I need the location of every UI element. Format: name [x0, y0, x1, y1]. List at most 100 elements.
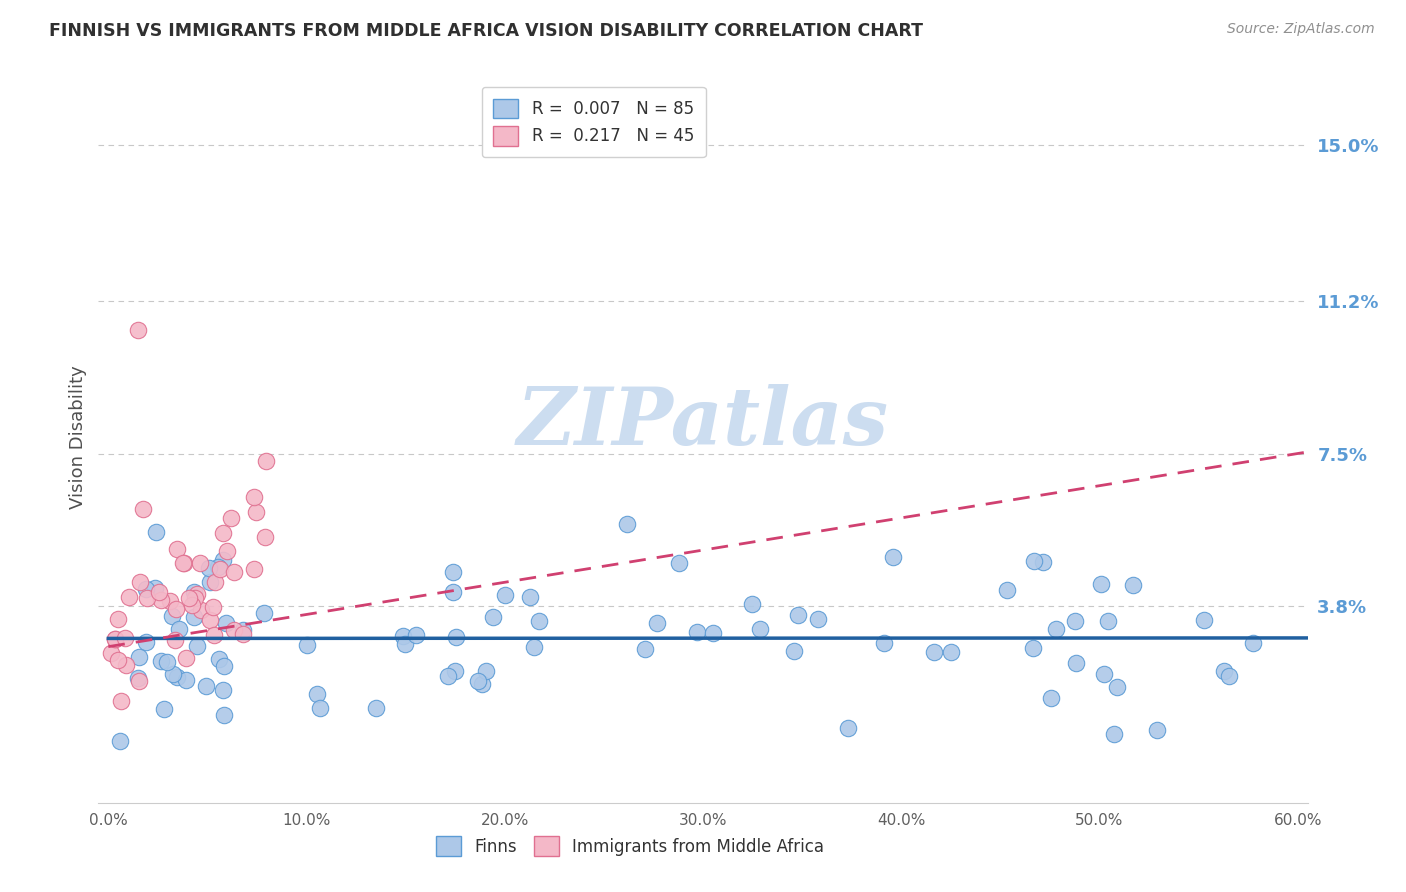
Point	[519, 590, 541, 604]
Point	[163, 632, 186, 647]
Point	[107, 652, 129, 666]
Point	[156, 656, 179, 670]
Point	[366, 700, 388, 714]
Point	[160, 608, 183, 623]
Point	[741, 597, 763, 611]
Point	[201, 599, 224, 614]
Point	[444, 631, 467, 645]
Point	[1064, 656, 1087, 670]
Point	[148, 585, 170, 599]
Point	[1040, 691, 1063, 706]
Point	[1146, 723, 1168, 738]
Point	[295, 638, 318, 652]
Point	[1192, 613, 1215, 627]
Text: Source: ZipAtlas.com: Source: ZipAtlas.com	[1227, 22, 1375, 37]
Point	[110, 693, 132, 707]
Point	[441, 565, 464, 579]
Point	[127, 671, 149, 685]
Point	[104, 632, 127, 646]
Point	[166, 541, 188, 556]
Point	[474, 665, 496, 679]
Point	[135, 634, 157, 648]
Point	[668, 557, 690, 571]
Point	[149, 592, 172, 607]
Point	[204, 575, 226, 590]
Point	[135, 582, 157, 596]
Point	[616, 517, 638, 532]
Point	[1032, 555, 1054, 569]
Point	[482, 609, 505, 624]
Point	[224, 565, 246, 579]
Point	[100, 646, 122, 660]
Point	[212, 553, 235, 567]
Point	[523, 640, 546, 655]
Point	[128, 650, 150, 665]
Point	[243, 490, 266, 504]
Legend: Finns, Immigrants from Middle Africa: Finns, Immigrants from Middle Africa	[429, 828, 832, 864]
Point	[467, 674, 489, 689]
Point	[207, 560, 229, 574]
Point	[115, 657, 138, 672]
Point	[222, 624, 245, 638]
Point	[215, 544, 238, 558]
Point	[437, 669, 460, 683]
Point	[924, 645, 946, 659]
Point	[1092, 666, 1115, 681]
Point	[177, 591, 200, 606]
Point	[162, 667, 184, 681]
Point	[215, 615, 238, 630]
Point	[307, 687, 329, 701]
Point	[165, 601, 187, 615]
Point	[873, 636, 896, 650]
Point	[882, 549, 904, 564]
Point	[208, 652, 231, 666]
Point	[128, 574, 150, 589]
Point	[1212, 665, 1234, 679]
Point	[1104, 726, 1126, 740]
Point	[104, 632, 127, 646]
Point	[195, 679, 218, 693]
Point	[392, 628, 415, 642]
Point	[166, 670, 188, 684]
Point	[198, 614, 221, 628]
Point	[441, 584, 464, 599]
Point	[173, 556, 195, 570]
Point	[211, 526, 233, 541]
Point	[634, 642, 657, 657]
Point	[1045, 622, 1067, 636]
Point	[128, 673, 150, 688]
Point	[783, 644, 806, 658]
Point	[443, 664, 465, 678]
Point	[1063, 614, 1085, 628]
Point	[153, 701, 176, 715]
Point	[527, 614, 550, 628]
Point	[1105, 680, 1128, 694]
Point	[180, 598, 202, 612]
Point	[184, 591, 207, 605]
Point	[807, 611, 830, 625]
Point	[198, 574, 221, 589]
Point	[149, 654, 172, 668]
Point	[174, 673, 197, 687]
Point	[174, 651, 197, 665]
Point	[190, 603, 212, 617]
Point	[143, 582, 166, 596]
Point	[131, 501, 153, 516]
Point	[837, 721, 859, 735]
Point	[939, 645, 962, 659]
Text: FINNISH VS IMMIGRANTS FROM MIDDLE AFRICA VISION DISABILITY CORRELATION CHART: FINNISH VS IMMIGRANTS FROM MIDDLE AFRICA…	[49, 22, 924, 40]
Point	[145, 525, 167, 540]
Point	[198, 560, 221, 574]
Point	[394, 637, 416, 651]
Y-axis label: Vision Disability: Vision Disability	[69, 365, 87, 509]
Point	[253, 606, 276, 620]
Point	[254, 531, 277, 545]
Point	[1022, 553, 1045, 567]
Point	[219, 511, 242, 525]
Point	[786, 607, 808, 622]
Point	[494, 588, 516, 602]
Point	[1097, 614, 1119, 628]
Point	[243, 562, 266, 576]
Point	[107, 612, 129, 626]
Point	[188, 556, 211, 570]
